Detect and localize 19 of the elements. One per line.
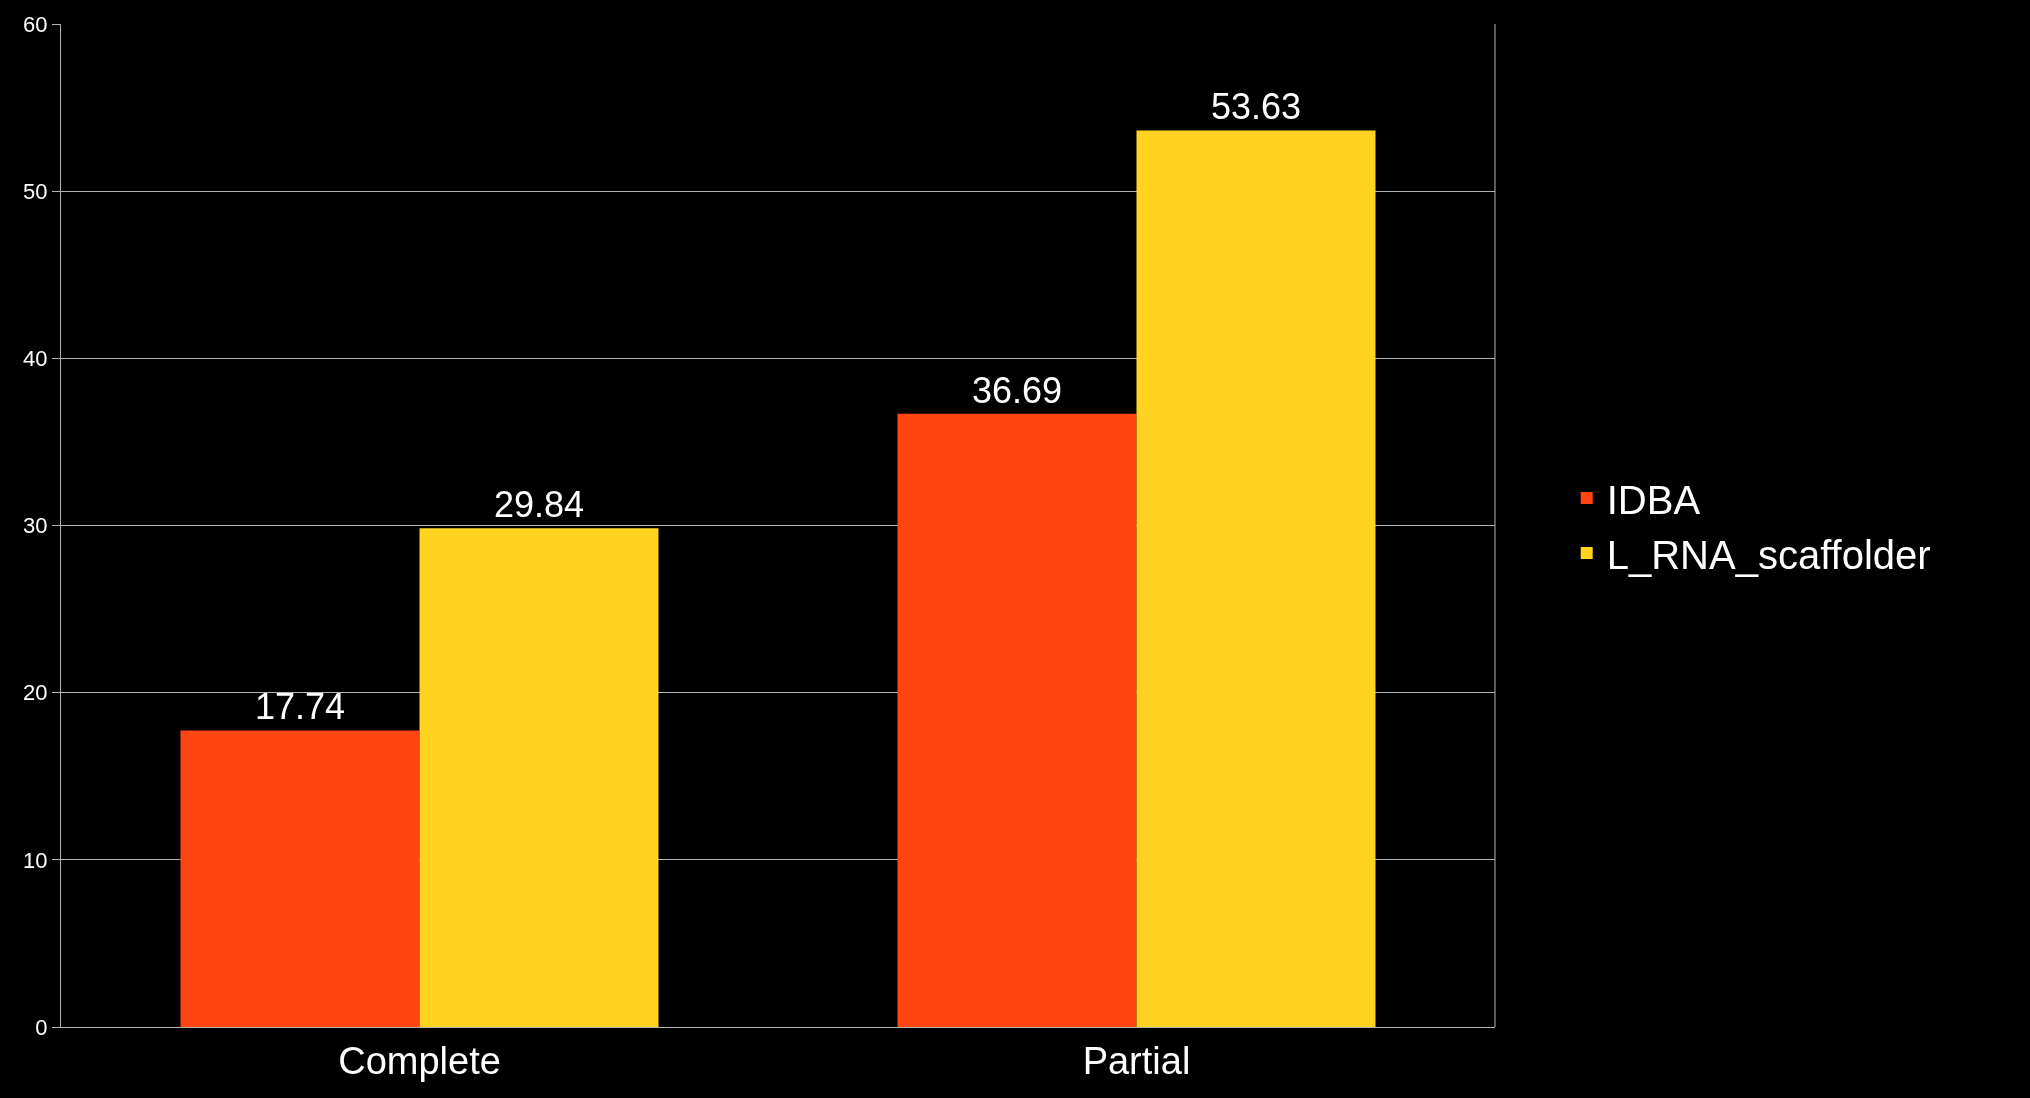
data-label: 17.74 [254, 686, 346, 728]
legend-label: IDBA [1606, 477, 1701, 522]
bar [1136, 130, 1376, 1027]
data-label: 36.69 [971, 369, 1063, 411]
y-tick-label: 10 [23, 847, 48, 873]
bar [180, 730, 420, 1027]
x-tick-label: Partial [1082, 1039, 1191, 1082]
y-tick-label: 40 [23, 346, 48, 372]
y-tick-label: 60 [23, 11, 48, 37]
y-tick-label: 50 [23, 178, 48, 204]
y-tick-label: 20 [23, 680, 48, 706]
x-tick-label: Complete [338, 1039, 501, 1082]
y-tick-label: 0 [35, 1014, 48, 1040]
bar [419, 528, 659, 1027]
bar [897, 413, 1137, 1027]
data-label: 53.63 [1210, 86, 1302, 128]
y-tick-label: 30 [23, 513, 48, 539]
data-label: 29.84 [493, 484, 585, 526]
legend-label: L_RNA_scaffolder [1606, 532, 1931, 577]
